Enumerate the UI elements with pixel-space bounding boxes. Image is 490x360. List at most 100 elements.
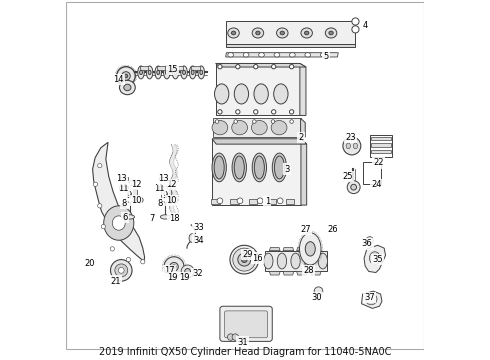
Ellipse shape xyxy=(166,70,168,75)
Text: 14: 14 xyxy=(114,75,124,84)
Text: 9: 9 xyxy=(127,190,132,199)
Bar xyxy=(286,199,294,204)
Ellipse shape xyxy=(277,198,283,204)
Ellipse shape xyxy=(172,66,179,79)
Ellipse shape xyxy=(148,70,151,75)
Text: 33: 33 xyxy=(193,223,204,232)
Polygon shape xyxy=(283,247,294,251)
Ellipse shape xyxy=(252,153,267,182)
Ellipse shape xyxy=(93,182,98,186)
Ellipse shape xyxy=(231,31,236,35)
Bar xyxy=(370,135,392,157)
Ellipse shape xyxy=(200,70,203,75)
Text: 1: 1 xyxy=(265,197,270,206)
Ellipse shape xyxy=(236,64,240,69)
Ellipse shape xyxy=(366,237,373,244)
Ellipse shape xyxy=(228,28,239,38)
Ellipse shape xyxy=(299,233,321,265)
Ellipse shape xyxy=(104,206,134,240)
Ellipse shape xyxy=(272,153,287,182)
Ellipse shape xyxy=(129,180,135,186)
Ellipse shape xyxy=(271,110,276,114)
Text: 11: 11 xyxy=(119,184,129,193)
Text: 17: 17 xyxy=(164,266,175,275)
Text: 11: 11 xyxy=(154,184,165,193)
Ellipse shape xyxy=(304,31,309,35)
Ellipse shape xyxy=(161,198,170,202)
Ellipse shape xyxy=(290,120,294,123)
Polygon shape xyxy=(283,271,294,275)
Text: 16: 16 xyxy=(252,254,263,263)
Polygon shape xyxy=(296,247,307,251)
Bar xyxy=(216,63,300,116)
Ellipse shape xyxy=(304,253,314,269)
Ellipse shape xyxy=(301,28,313,38)
Ellipse shape xyxy=(271,121,287,135)
Ellipse shape xyxy=(369,252,380,265)
Ellipse shape xyxy=(120,80,135,95)
Ellipse shape xyxy=(280,31,285,35)
Ellipse shape xyxy=(242,257,247,262)
Text: 10: 10 xyxy=(167,196,177,205)
Ellipse shape xyxy=(243,53,249,57)
Bar xyxy=(120,177,128,180)
Bar xyxy=(157,66,166,69)
Text: 25: 25 xyxy=(342,172,352,181)
Ellipse shape xyxy=(366,293,377,305)
Text: 9: 9 xyxy=(163,190,168,199)
Ellipse shape xyxy=(274,84,288,104)
Ellipse shape xyxy=(172,197,178,203)
Ellipse shape xyxy=(115,264,128,277)
Polygon shape xyxy=(301,139,307,205)
Bar xyxy=(191,66,200,69)
Bar xyxy=(226,21,355,45)
Text: 15: 15 xyxy=(167,65,178,74)
Text: 2019 Infiniti QX50 Cylinder Head Diagram for 11040-5NA0C: 2019 Infiniti QX50 Cylinder Head Diagram… xyxy=(99,347,391,357)
Ellipse shape xyxy=(110,247,115,251)
Ellipse shape xyxy=(138,66,144,79)
Ellipse shape xyxy=(352,26,359,33)
Ellipse shape xyxy=(232,153,246,182)
Ellipse shape xyxy=(236,110,240,114)
Ellipse shape xyxy=(254,110,258,114)
Polygon shape xyxy=(93,142,145,262)
Ellipse shape xyxy=(124,84,131,91)
Ellipse shape xyxy=(252,28,264,38)
Ellipse shape xyxy=(257,198,263,204)
Ellipse shape xyxy=(271,64,276,69)
Bar xyxy=(248,199,257,204)
Ellipse shape xyxy=(274,53,280,57)
Text: 8: 8 xyxy=(157,199,162,208)
Ellipse shape xyxy=(98,204,102,208)
Bar xyxy=(159,177,167,180)
Text: 19: 19 xyxy=(179,273,190,282)
Text: 34: 34 xyxy=(193,236,204,245)
Ellipse shape xyxy=(170,262,178,271)
Ellipse shape xyxy=(124,74,128,78)
Ellipse shape xyxy=(234,84,248,104)
Polygon shape xyxy=(364,245,386,273)
Ellipse shape xyxy=(181,265,194,278)
Ellipse shape xyxy=(218,110,222,114)
Text: 30: 30 xyxy=(312,293,322,302)
Ellipse shape xyxy=(343,137,361,155)
Ellipse shape xyxy=(290,64,294,69)
Bar xyxy=(212,139,301,205)
Ellipse shape xyxy=(117,67,135,85)
Ellipse shape xyxy=(251,121,267,135)
Ellipse shape xyxy=(191,70,194,75)
Bar xyxy=(371,149,391,153)
Ellipse shape xyxy=(172,265,176,269)
Text: 19: 19 xyxy=(167,273,178,282)
Ellipse shape xyxy=(212,121,228,135)
Ellipse shape xyxy=(125,198,134,202)
Bar xyxy=(140,66,148,69)
Ellipse shape xyxy=(215,120,219,123)
Ellipse shape xyxy=(233,248,256,271)
Ellipse shape xyxy=(232,334,239,340)
Text: 24: 24 xyxy=(372,180,382,189)
Polygon shape xyxy=(300,63,306,116)
Text: 26: 26 xyxy=(327,225,338,234)
Ellipse shape xyxy=(234,156,245,179)
Ellipse shape xyxy=(157,70,160,75)
